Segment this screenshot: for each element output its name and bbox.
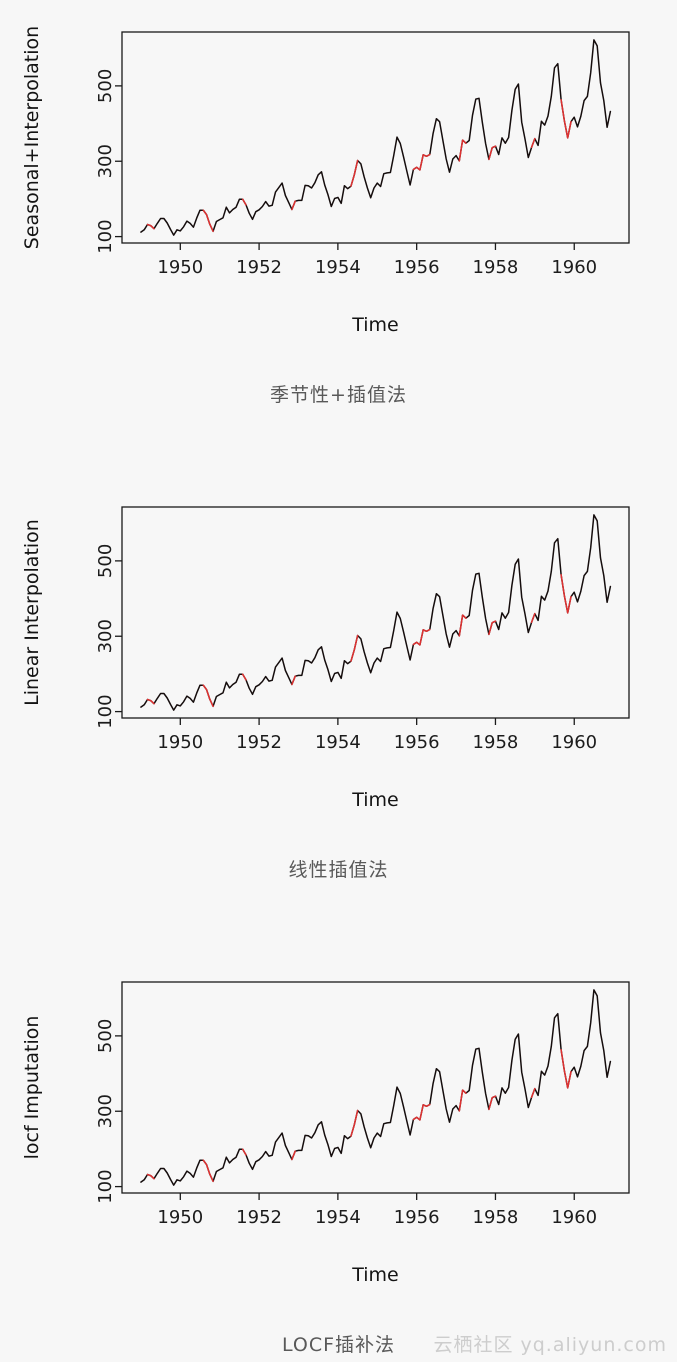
caption-seasonal-interpolation: 季节性+插值法 — [270, 384, 407, 406]
y-tick-label: 100 — [95, 1169, 116, 1203]
x-tick-label: 1950 — [157, 732, 203, 753]
x-tick-label: 1950 — [157, 257, 203, 278]
x-tick-label: 1954 — [315, 257, 361, 278]
y-tick-label: 100 — [95, 219, 116, 253]
series-line — [140, 39, 612, 236]
imputed-segment — [458, 1089, 467, 1112]
x-tick-label: 1958 — [473, 732, 519, 753]
imputed-segment — [291, 675, 296, 686]
imputed-segment — [350, 159, 359, 187]
imputed-segment — [488, 145, 497, 161]
imputed-segment — [530, 137, 536, 149]
chart-block-seasonal-interpolation: 1950 1952 1954 1956 1958 1960 100 300 500 Time Sea… — [0, 0, 677, 475]
imputed-segment — [530, 1087, 536, 1099]
imputed-segment — [560, 1049, 572, 1089]
imputed-segment — [560, 99, 572, 139]
x-tick-label: 1956 — [394, 732, 440, 753]
imputed-segment — [412, 1103, 431, 1121]
x-tick-label: 1952 — [236, 257, 282, 278]
y-tick-label: 300 — [95, 1094, 116, 1128]
imputed-segment — [291, 200, 296, 211]
y-tick-label: 500 — [95, 69, 116, 103]
watermark-text: 云栖社区 yq.aliyun.com — [433, 1334, 667, 1356]
imputed-segment — [530, 612, 536, 624]
imputed-segment — [146, 1173, 155, 1180]
imputed-segment — [146, 698, 155, 705]
x-tick-label: 1950 — [157, 1207, 203, 1228]
series-line — [140, 989, 612, 1186]
x-axis-label: Time — [351, 789, 399, 811]
chart-block-linear-interpolation: 1950 1952 1954 1956 1958 1960 100 300 500 Time Lin… — [0, 475, 677, 950]
x-tick-label: 1960 — [551, 257, 597, 278]
y-axis-label: Seasonal+Interpolation — [21, 26, 43, 249]
x-axis-label: Time — [351, 314, 399, 336]
series-line — [140, 514, 612, 711]
chart-block-locf-imputation: 1950 1952 1954 1956 1958 1960 100 300 500 Time loc… — [0, 950, 677, 1362]
imputed-segment — [202, 209, 214, 233]
seasonal-interpolation-chart: 1950 1952 1954 1956 1958 1960 100 300 500 Time Sea… — [21, 26, 630, 336]
linear-interpolation-chart: 1950 1952 1954 1956 1958 1960 100 300 500 Time Lin… — [21, 506, 630, 811]
imputed-segment — [412, 153, 431, 171]
imputed-segment — [202, 684, 214, 708]
imputed-segment — [241, 673, 247, 681]
y-tick-label: 100 — [95, 694, 116, 728]
y-tick-label: 500 — [95, 544, 116, 578]
imputed-segment — [458, 139, 467, 162]
imputed-segment — [202, 1159, 214, 1183]
imputed-segment — [146, 223, 155, 230]
locf-imputation-chart: 1950 1952 1954 1956 1958 1960 100 300 500 Time loc… — [21, 981, 630, 1286]
imputed-segment — [241, 1148, 247, 1156]
imputed-segment — [350, 634, 359, 662]
plot-box — [121, 981, 630, 1194]
y-axis-label: locf Imputation — [21, 1016, 43, 1160]
imputed-segment — [488, 1095, 497, 1111]
plot-box — [121, 506, 630, 719]
imputed-segment — [560, 574, 572, 614]
caption-locf-imputation: LOCF插补法 — [281, 1334, 396, 1356]
x-axis-label: Time — [351, 1264, 399, 1286]
imputed-segment — [488, 620, 497, 636]
imputed-segment — [350, 1109, 359, 1137]
x-tick-label: 1958 — [473, 1207, 519, 1228]
imputed-segment — [412, 628, 431, 646]
x-tick-label: 1954 — [315, 732, 361, 753]
x-tick-label: 1952 — [236, 1207, 282, 1228]
imputed-segment — [458, 614, 467, 637]
imputed-segment — [291, 1150, 296, 1161]
y-tick-label: 500 — [95, 1019, 116, 1053]
x-tick-label: 1952 — [236, 732, 282, 753]
y-tick-label: 300 — [95, 619, 116, 653]
x-tick-label: 1954 — [315, 1207, 361, 1228]
x-tick-label: 1960 — [551, 1207, 597, 1228]
plot-box — [121, 31, 630, 244]
y-tick-label: 300 — [95, 144, 116, 178]
imputed-segment — [241, 198, 247, 206]
x-tick-label: 1956 — [394, 1207, 440, 1228]
y-axis-label: Linear Interpolation — [21, 519, 43, 706]
caption-linear-interpolation: 线性插值法 — [288, 859, 389, 881]
x-tick-label: 1958 — [473, 257, 519, 278]
x-tick-label: 1956 — [394, 257, 440, 278]
x-tick-label: 1960 — [551, 732, 597, 753]
